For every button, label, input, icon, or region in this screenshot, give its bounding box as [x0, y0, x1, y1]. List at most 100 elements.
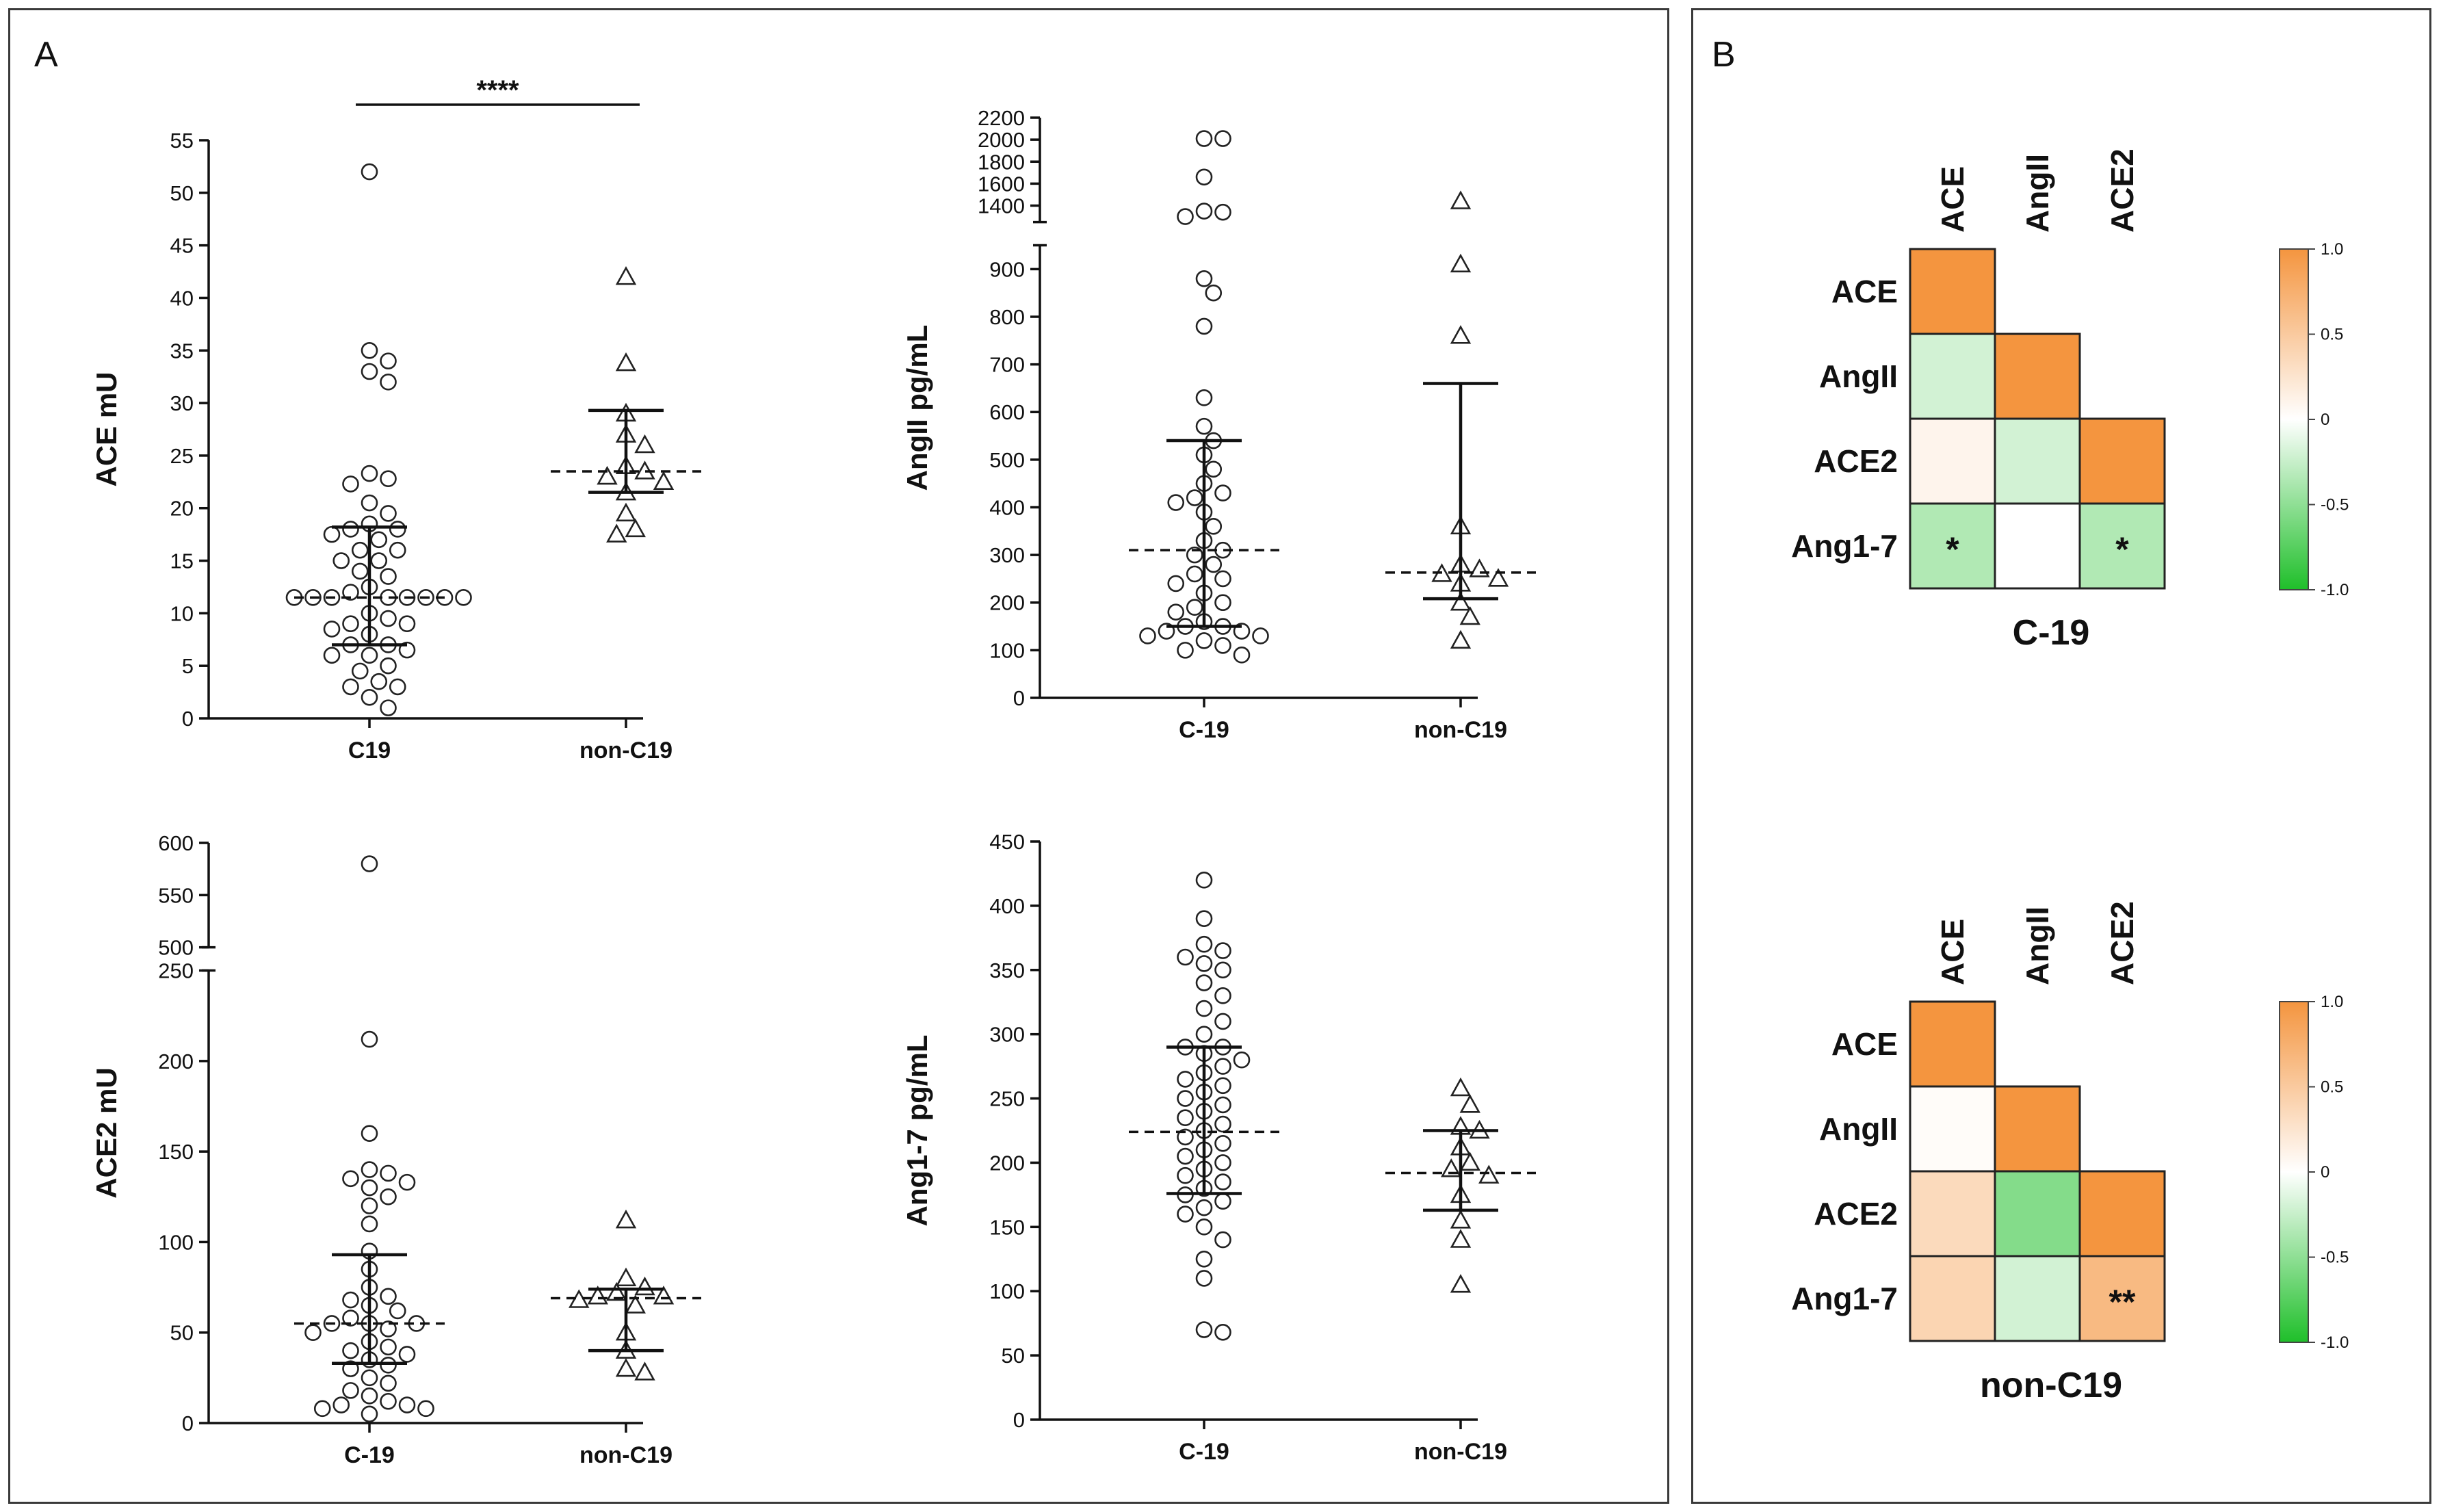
ace2-data-point	[398, 1346, 416, 1363]
ace-data-point	[615, 502, 637, 522]
heat_c19-cell	[1994, 417, 2081, 505]
ang17-data-point	[1214, 1115, 1231, 1133]
ace-data-point	[361, 465, 378, 482]
nonc19-correlation-heatmap: ACE AngII ACE2 ACE AngII ACE2 Ang1-7 ** non-C19 1…	[1791, 901, 2349, 1405]
angii-data-point	[1195, 417, 1213, 435]
ace-data-point	[361, 647, 378, 664]
heat_nonc19-row-label: Ang1-7	[1791, 1281, 1898, 1316]
angii-y-tick-label: 200	[989, 591, 1025, 615]
angii-y-tick-label: 2000	[978, 128, 1025, 152]
ace-y-axis-title: ACE mU	[90, 372, 122, 486]
ace2-y-tick-label: 200	[158, 1050, 194, 1073]
angii-data-point	[1195, 632, 1213, 649]
ace-data-point	[351, 541, 369, 559]
heat_c19-row-label: ACE2	[1814, 443, 1898, 479]
ace2-data-point	[361, 855, 378, 872]
ace-y-tick-label: 15	[170, 549, 194, 573]
ace2-data-point	[398, 1396, 416, 1413]
panel-b-frame	[1691, 8, 2431, 1504]
angii-data-point	[1195, 168, 1213, 186]
heat_c19-cell	[1909, 248, 1996, 335]
ace2-data-point	[380, 1288, 397, 1305]
ace-y-tick-label: 0	[182, 707, 194, 731]
ang17-data-point	[1195, 1199, 1213, 1216]
ace-data-point	[380, 505, 397, 522]
ace-data-point	[361, 363, 378, 380]
ace-data-point	[323, 621, 341, 638]
heat_c19-cell	[1909, 502, 1996, 590]
ace-y-tick-label: 40	[170, 286, 194, 310]
ang17-y-tick-label: 400	[989, 894, 1025, 918]
ang17-data-point	[1450, 1274, 1472, 1293]
angii-data-point	[1450, 592, 1472, 611]
heat_c19-colorbar-label: 0.5	[2321, 326, 2343, 344]
ace2-data-point	[398, 1173, 416, 1191]
ang17-data-point	[1450, 1229, 1472, 1248]
angii-x-category-label: C-19	[1179, 717, 1229, 743]
angii-data-point	[1233, 647, 1251, 664]
heat_c19-row-label: Ang1-7	[1791, 528, 1898, 564]
heat_nonc19-colorbar-label: 0	[2321, 1163, 2329, 1182]
angii-data-point	[1214, 130, 1231, 147]
ang17-data-point	[1195, 955, 1213, 972]
angii-data-point	[1450, 253, 1472, 273]
ang17-y-tick-label: 50	[1002, 1344, 1025, 1368]
angii-data-point	[1186, 565, 1203, 583]
ace-data-point	[361, 494, 378, 512]
heat_nonc19-colorbar-label: -1.0	[2321, 1333, 2349, 1352]
angii-data-point	[1205, 518, 1223, 535]
angii-data-point	[1167, 575, 1185, 592]
angii-y-tick-label: 900	[989, 257, 1025, 281]
ang17-data-point	[1195, 910, 1213, 927]
ace-data-point	[455, 589, 472, 606]
heat_nonc19-cell	[1909, 1085, 1996, 1173]
ace2-y-axis-title: ACE2 mU	[90, 1067, 122, 1198]
heat_c19-colorbar-label: 1.0	[2321, 240, 2343, 259]
ace2-x-category-label: C-19	[344, 1442, 395, 1468]
heat_c19-cell	[2078, 502, 2166, 590]
ace-data-point	[342, 521, 359, 538]
ace2-data-point	[587, 1286, 608, 1305]
heat_c19-colorbar-label: -1.0	[2321, 581, 2349, 599]
heat_c19-cell	[2078, 417, 2166, 505]
angii-y-tick-label: 100	[989, 638, 1025, 662]
ang17-y-tick-label: 450	[989, 830, 1025, 854]
ang17-data-point	[1195, 1250, 1213, 1268]
angii-data-point	[1469, 558, 1490, 577]
ace-data-point	[380, 699, 397, 716]
angii-data-point	[1195, 317, 1213, 335]
ace2-data-point	[380, 1188, 397, 1205]
angii-data-point	[1195, 130, 1213, 147]
ace2-data-point	[380, 1164, 397, 1182]
ace2-data-point	[380, 1374, 397, 1392]
ang17-data-point	[1177, 1109, 1194, 1127]
ang17-data-point	[1177, 1166, 1194, 1184]
ace2-data-point	[361, 1215, 378, 1233]
angii-x-category-label: non-C19	[1414, 717, 1507, 743]
heat_c19-cell-annotation: *	[2115, 530, 2129, 569]
ace2-y-tick-label: 0	[182, 1411, 194, 1435]
angii-y-tick-label: 700	[989, 353, 1025, 377]
ace-data-point	[380, 568, 397, 585]
ace-significance-label: ****	[476, 75, 519, 105]
heat_c19-cell	[1909, 417, 1996, 505]
heat_nonc19-row-label: AngII	[1819, 1111, 1898, 1147]
angii-data-point	[1167, 603, 1185, 621]
ang17-y-tick-label: 200	[989, 1151, 1025, 1175]
ang17-data-point	[1177, 1205, 1194, 1223]
ace2-data-point	[342, 1309, 359, 1327]
heat_c19-column-label: ACE	[1935, 166, 1970, 233]
ace2-data-point	[625, 1294, 646, 1314]
ace-data-point	[351, 662, 369, 680]
ace-data-point	[370, 552, 388, 569]
ace2-data-point	[342, 1342, 359, 1359]
ang17-data-point	[1214, 1324, 1231, 1341]
ang17-data-point	[1214, 961, 1231, 979]
ace-y-tick-label: 30	[170, 391, 194, 415]
angii-data-point	[1195, 270, 1213, 287]
ace2-data-point	[342, 1382, 359, 1399]
angii-data-point	[1205, 284, 1223, 302]
ace2-y-tick-label: 100	[158, 1230, 194, 1254]
heat_nonc19-row-label: ACE	[1831, 1026, 1898, 1062]
ang17-y-tick-label: 250	[989, 1087, 1025, 1111]
